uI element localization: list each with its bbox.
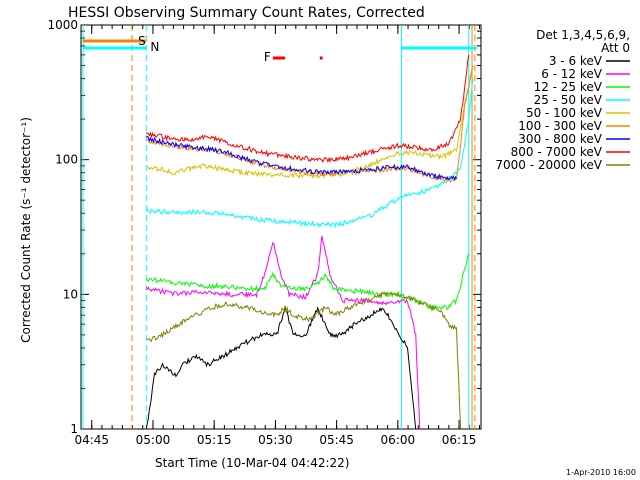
y-tick-label: 1000 [47, 18, 78, 32]
timestamp: 1-Apr-2010 16:00 [566, 468, 636, 477]
x-tick-label: 05:45 [319, 433, 354, 447]
event-markers: S N F [83, 25, 477, 429]
saa-flag-label: S [138, 34, 146, 48]
y-axis-label: Corrected Count Rate (s⁻¹ detector⁻¹) [19, 117, 33, 343]
y-tick-label: 10 [63, 287, 78, 301]
x-tick-label: 04:45 [74, 433, 109, 447]
legend-header: Att 0 [601, 41, 630, 55]
legend-label: 3 - 6 keV [549, 54, 603, 68]
legend-label: 12 - 25 keV [534, 80, 603, 94]
x-tick-label: 06:15 [442, 433, 477, 447]
legend-label: 25 - 50 keV [534, 93, 603, 107]
y-axis-ticks: 1101001000 [47, 18, 481, 436]
series-line [146, 66, 473, 178]
series-line [146, 66, 473, 183]
count-rate-chart: HESSI Observing Summary Count Rates, Cor… [0, 0, 640, 480]
series-line [146, 307, 415, 429]
series-line [146, 136, 456, 180]
x-tick-label: 05:00 [136, 433, 171, 447]
legend-label: 7000 - 20000 keV [495, 158, 602, 172]
plot-border [81, 25, 481, 429]
legend-header: Det 1,3,4,5,6,9, [536, 28, 630, 42]
x-tick-label: 05:15 [197, 433, 232, 447]
legend-label: 300 - 800 keV [518, 132, 602, 146]
plot-frame [81, 25, 481, 429]
legend-label: 50 - 100 keV [526, 106, 603, 120]
series-line [146, 254, 469, 310]
legend-label: 6 - 12 keV [541, 67, 603, 81]
legend: Det 1,3,4,5,6,9,Att 03 - 6 keV6 - 12 keV… [495, 28, 630, 172]
x-tick-label: 06:00 [381, 433, 416, 447]
legend-label: 800 - 7000 keV [511, 145, 603, 159]
legend-label: 100 - 300 keV [518, 119, 602, 133]
x-tick-label: 05:30 [258, 433, 293, 447]
night-flag-label: N [150, 40, 159, 54]
series-group [146, 55, 473, 429]
flare-flag-label: F [264, 50, 271, 64]
chart-title: HESSI Observing Summary Count Rates, Cor… [68, 5, 425, 21]
series-line [146, 55, 469, 162]
series-line [146, 236, 420, 429]
x-axis-ticks: 04:45 05:00 05:15 05:30 05:45 06:00 06:15 [74, 25, 479, 447]
y-tick-label: 100 [55, 153, 78, 167]
x-axis-label: Start Time (10-Mar-04 04:42:22) [155, 456, 349, 470]
